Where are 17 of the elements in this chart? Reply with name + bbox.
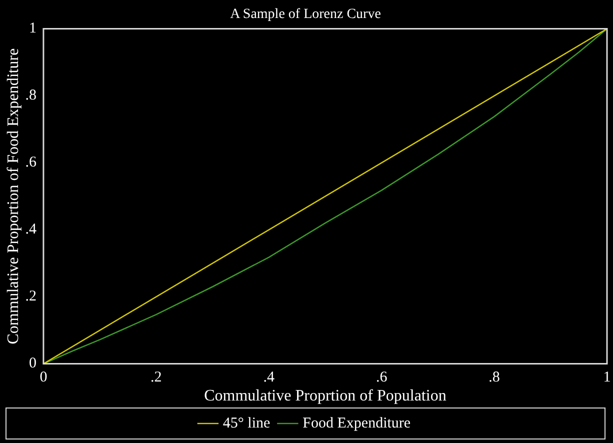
legend-label: Food Expenditure — [302, 415, 411, 432]
x-tick-label: .2 — [150, 370, 162, 386]
x-tick-label: .8 — [488, 370, 500, 386]
y-tick-label: 1 — [28, 20, 36, 37]
x-axis-title: Commulative Proprtion of Population — [204, 388, 446, 405]
legend-label: 45° line — [222, 415, 271, 432]
chart-title: A Sample of Lorenz Curve — [230, 7, 381, 22]
y-tick-label: .8 — [25, 88, 36, 104]
x-tick-label: 1 — [603, 370, 611, 386]
x-tick-label: .6 — [376, 370, 388, 386]
y-axis-title: Commulative Proportion of Food Expenditure — [4, 48, 22, 344]
y-tick-label: .2 — [25, 288, 36, 305]
x-tick-label: .4 — [263, 370, 275, 386]
y-tick-label: .4 — [25, 222, 37, 238]
y-tick-label: .6 — [25, 154, 37, 171]
x-tick-label: 0 — [40, 370, 48, 386]
y-tick-label: 0 — [28, 356, 36, 372]
